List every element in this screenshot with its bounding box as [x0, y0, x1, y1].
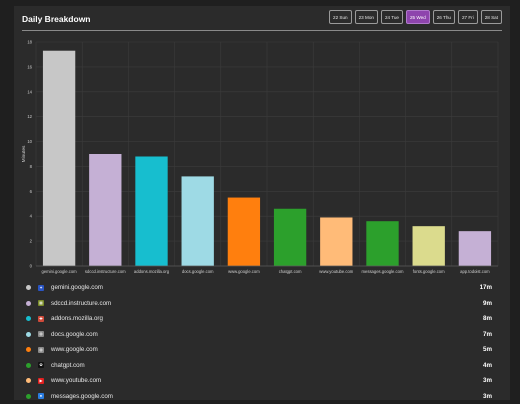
- x-tick-label: addons.mozilla.org: [134, 269, 170, 274]
- color-dot: [26, 285, 31, 290]
- bar-chart: 0 2 4 6 8 10 12 14 16 18 Minutes gemini.google.com s…: [14, 34, 510, 280]
- list-item[interactable]: ✦ gemini.google.com 17m: [22, 280, 502, 296]
- bar-www.youtube.com: [320, 217, 352, 266]
- y-tick-label: 0: [30, 264, 33, 269]
- youtube-icon: ▶: [38, 378, 44, 384]
- site-name: www.google.com: [51, 346, 98, 353]
- list-item[interactable]: ✿ chatgpt.com 4m: [22, 358, 502, 374]
- x-tick-label: messages.google.com: [362, 269, 404, 274]
- site-time: 9m: [483, 300, 492, 307]
- day-button-22-sun[interactable]: 22 Sun: [329, 10, 352, 24]
- y-tick-label: 4: [30, 214, 33, 219]
- site-name: sdccd.instructure.com: [51, 300, 111, 307]
- site-name: messages.google.com: [51, 393, 113, 400]
- x-tick-label: gemini.google.com: [42, 269, 78, 274]
- y-tick-label: 10: [27, 139, 32, 144]
- color-dot: [26, 394, 31, 399]
- site-name: addons.mozilla.org: [51, 315, 103, 322]
- color-dot: [26, 332, 31, 337]
- x-tick-label: www.google.com: [228, 269, 260, 274]
- panel-title: Daily Breakdown: [22, 14, 91, 24]
- site-time: 7m: [483, 331, 492, 338]
- x-tick-label: www.youtube.com: [319, 269, 353, 274]
- site-list: ✦ gemini.google.com 17m ▦ sdccd.instructure.…: [22, 280, 502, 404]
- bar-chatgpt.com: [274, 209, 306, 266]
- y-tick-label: 6: [30, 189, 33, 194]
- list-item[interactable]: ▦ sdccd.instructure.com 9m: [22, 296, 502, 312]
- color-dot: [26, 347, 31, 352]
- bar-app.todoist.com: [459, 231, 491, 266]
- gemini-icon: ✦: [38, 285, 44, 291]
- day-button-23-mon[interactable]: 23 Mon: [355, 10, 378, 24]
- color-dot: [26, 378, 31, 383]
- site-time: 3m: [483, 393, 492, 400]
- messages-icon: ●: [38, 393, 44, 399]
- puzzle-icon: ✚: [38, 316, 44, 322]
- list-item[interactable]: ● messages.google.com 3m: [22, 389, 502, 404]
- day-button-27-fri[interactable]: 27 Fri: [458, 10, 478, 24]
- list-item[interactable]: ◍ www.google.com 5m: [22, 342, 502, 358]
- globe-icon: ◍: [38, 347, 44, 353]
- bar-docs.google.com: [182, 176, 214, 266]
- color-dot: [26, 301, 31, 306]
- y-tick-label: 12: [27, 114, 32, 119]
- bar-messages.google.com: [366, 221, 398, 266]
- bar-gemini.google.com: [43, 51, 75, 266]
- site-name: www.youtube.com: [51, 377, 101, 384]
- site-name: gemini.google.com: [51, 284, 103, 291]
- bar-addons.mozilla.org: [135, 156, 167, 266]
- day-button-24-tue[interactable]: 24 Tue: [381, 10, 403, 24]
- site-name: chatgpt.com: [51, 362, 85, 369]
- bar-www.google.com: [228, 198, 260, 266]
- site-time: 8m: [483, 315, 492, 322]
- y-axis-label: Minutes: [21, 145, 27, 162]
- day-button-28-sat[interactable]: 28 Sat: [481, 10, 502, 24]
- bar-fonts.google.com: [413, 226, 445, 266]
- chatgpt-icon: ✿: [38, 362, 44, 368]
- site-time: 3m: [483, 377, 492, 384]
- day-button-26-thu[interactable]: 26 Thu: [433, 10, 455, 24]
- y-tick-label: 18: [27, 40, 32, 45]
- color-dot: [26, 316, 31, 321]
- site-time: 5m: [483, 346, 492, 353]
- bar-sdccd.instructure.com: [89, 154, 121, 266]
- list-item[interactable]: ✚ addons.mozilla.org 8m: [22, 311, 502, 327]
- x-tick-label: sdccd.instructure.com: [85, 269, 126, 274]
- x-tick-label: chatgpt.com: [279, 269, 302, 274]
- list-item[interactable]: ▶ www.youtube.com 3m: [22, 373, 502, 389]
- y-tick-label: 2: [30, 239, 33, 244]
- site-time: 17m: [480, 284, 492, 291]
- x-tick-label: fonts.google.com: [413, 269, 445, 274]
- y-tick-label: 8: [30, 164, 33, 169]
- day-button-25-wed[interactable]: 25 Wed: [406, 10, 430, 24]
- globe-icon: ◍: [38, 331, 44, 337]
- x-tick-label: app.todoist.com: [460, 269, 490, 274]
- x-tick-label: docs.google.com: [182, 269, 214, 274]
- y-tick-label: 16: [27, 64, 32, 69]
- grid-icon: ▦: [38, 300, 44, 306]
- list-item[interactable]: ◍ docs.google.com 7m: [22, 327, 502, 343]
- y-tick-label: 14: [27, 89, 32, 94]
- site-name: docs.google.com: [51, 331, 98, 338]
- site-time: 4m: [483, 362, 492, 369]
- color-dot: [26, 363, 31, 368]
